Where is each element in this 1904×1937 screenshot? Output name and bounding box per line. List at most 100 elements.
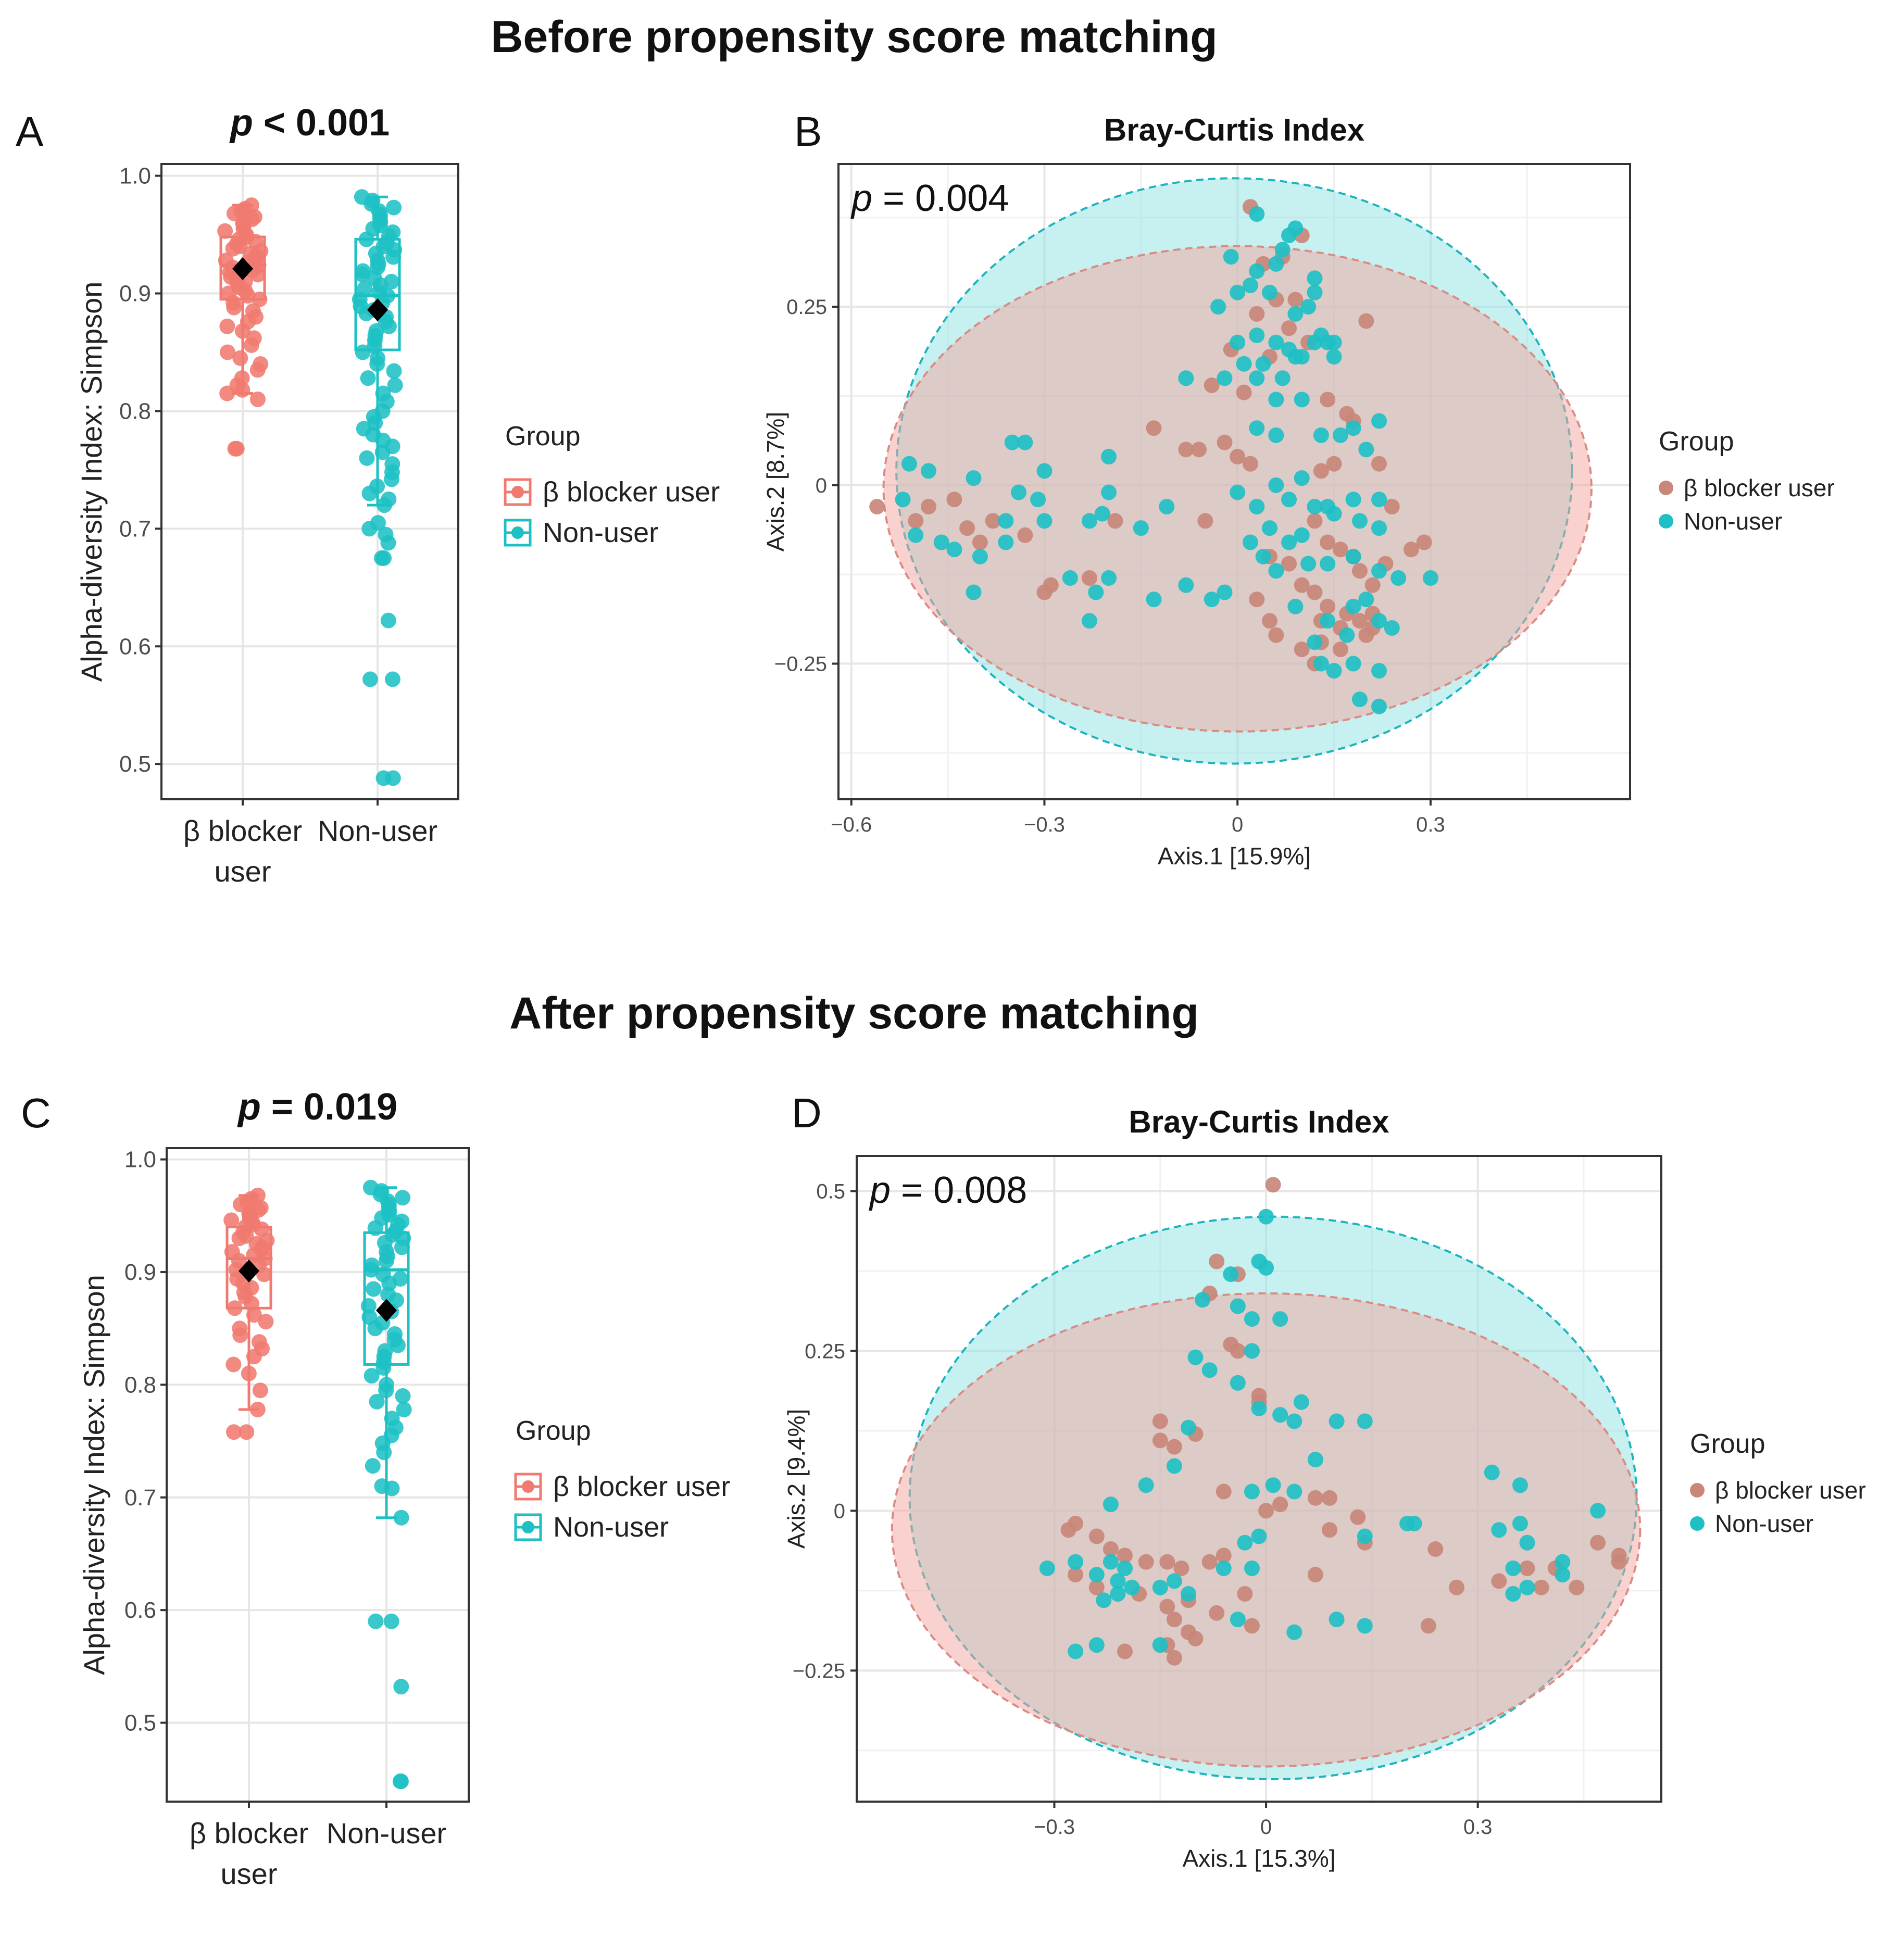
data-point <box>368 1613 384 1629</box>
data-point <box>378 1382 394 1399</box>
data-point-nonuser <box>1094 506 1110 522</box>
data-point-nonuser <box>1236 356 1252 372</box>
data-point-nonuser <box>1187 1349 1204 1365</box>
data-point <box>355 344 371 360</box>
x-category-label: Non-user <box>318 814 437 847</box>
data-point-nonuser <box>1274 370 1291 386</box>
data-point-nonuser <box>1519 1579 1535 1595</box>
data-point-nonuser <box>1320 556 1336 572</box>
panel-title: Bray-Curtis Index <box>1129 1104 1389 1139</box>
legend-label: Non-user <box>1684 508 1782 535</box>
data-point-nonuser <box>1345 420 1361 436</box>
data-point-nonuser <box>1320 613 1336 629</box>
data-point-nonuser <box>1068 1554 1084 1570</box>
data-point <box>369 356 385 372</box>
data-point-user <box>1427 1541 1444 1557</box>
data-point-user <box>1187 1630 1204 1646</box>
data-point-nonuser <box>1313 656 1329 672</box>
data-point-nonuser <box>1017 434 1033 450</box>
legend-title: Group <box>505 421 581 451</box>
data-point-user <box>1307 584 1323 600</box>
legend-key-dot <box>511 486 524 498</box>
y-tick-label: 0.5 <box>816 1180 845 1203</box>
data-point <box>232 1327 248 1343</box>
data-point-nonuser <box>1152 1637 1168 1653</box>
data-point-user <box>1364 577 1381 593</box>
data-point <box>239 1424 255 1440</box>
data-point-user <box>1281 556 1297 572</box>
data-point-nonuser <box>1555 1567 1571 1583</box>
data-point-nonuser <box>1371 492 1387 508</box>
data-point-nonuser <box>1244 1560 1260 1576</box>
data-point-nonuser <box>1268 563 1284 579</box>
data-point <box>258 1314 274 1330</box>
p-value: = 0.004 <box>872 178 1009 219</box>
data-point-nonuser <box>1286 1483 1302 1500</box>
data-point-nonuser <box>1101 484 1117 500</box>
data-point-nonuser <box>1110 1586 1126 1602</box>
data-point <box>256 1266 272 1282</box>
data-point-nonuser <box>1062 570 1078 586</box>
data-point-nonuser <box>1371 698 1387 714</box>
data-point-user <box>1287 292 1304 308</box>
data-point-nonuser <box>1251 1400 1267 1416</box>
data-point-nonuser <box>1217 584 1233 600</box>
data-point <box>234 382 250 398</box>
data-point-user <box>1152 1432 1168 1449</box>
data-point-user <box>1216 1483 1232 1500</box>
y-tick-label: 0.25 <box>786 296 827 319</box>
data-point <box>394 1239 410 1255</box>
data-point <box>386 363 402 379</box>
data-point-user <box>1281 320 1297 336</box>
data-point-user <box>1590 1534 1606 1551</box>
data-point-user <box>1204 377 1220 393</box>
data-point <box>367 338 383 355</box>
x-tick-label: −0.6 <box>831 813 872 836</box>
data-point <box>361 485 378 501</box>
data-point-user <box>1307 1490 1323 1506</box>
y-axis-label: Axis.2 [8.7%] <box>762 412 789 551</box>
data-point-user <box>1332 642 1348 658</box>
x-tick-label: −0.3 <box>1024 813 1065 836</box>
x-category-label: β blocker <box>190 1817 308 1850</box>
data-point-nonuser <box>1265 1477 1281 1493</box>
data-point-user <box>1088 1579 1105 1595</box>
data-point-nonuser <box>1326 663 1342 679</box>
data-point-user <box>1103 1541 1119 1557</box>
data-point-nonuser <box>1178 370 1194 386</box>
data-point-user <box>1533 1579 1549 1595</box>
data-point-nonuser <box>1103 1554 1119 1570</box>
y-axis-label: Axis.2 [9.4%] <box>783 1409 810 1549</box>
data-point-nonuser <box>1258 1209 1274 1225</box>
y-tick-label: 0.9 <box>119 281 151 307</box>
data-point-user <box>1332 542 1348 558</box>
data-point <box>364 1368 380 1384</box>
data-point-user <box>1191 442 1207 458</box>
data-point-user <box>1152 1413 1168 1429</box>
data-point <box>393 1679 409 1695</box>
data-point-user <box>1268 627 1284 643</box>
data-point <box>385 249 402 265</box>
data-point-nonuser <box>1512 1477 1528 1493</box>
data-point-user <box>1320 598 1336 614</box>
data-point-nonuser <box>1300 556 1317 572</box>
data-point-user <box>1384 498 1400 514</box>
data-point <box>378 1253 394 1269</box>
data-point-nonuser <box>998 513 1014 529</box>
data-point <box>252 1382 268 1399</box>
data-point-nonuser <box>1030 492 1046 508</box>
y-tick-label: −0.25 <box>774 653 827 676</box>
data-point-nonuser <box>1345 492 1361 508</box>
data-point-nonuser <box>1251 1528 1267 1544</box>
data-point-nonuser <box>1159 498 1175 514</box>
y-tick-label: 1.0 <box>119 163 151 189</box>
title-p-symbol: p <box>229 102 253 144</box>
data-point-nonuser <box>1036 513 1053 529</box>
data-point-user <box>1230 449 1246 465</box>
data-point-nonuser <box>1223 249 1239 265</box>
data-point <box>359 450 375 466</box>
y-axis-label: Alpha-diversity Index: Simpson <box>78 1275 110 1675</box>
data-point-nonuser <box>1345 548 1361 564</box>
data-point-user <box>1358 313 1374 329</box>
